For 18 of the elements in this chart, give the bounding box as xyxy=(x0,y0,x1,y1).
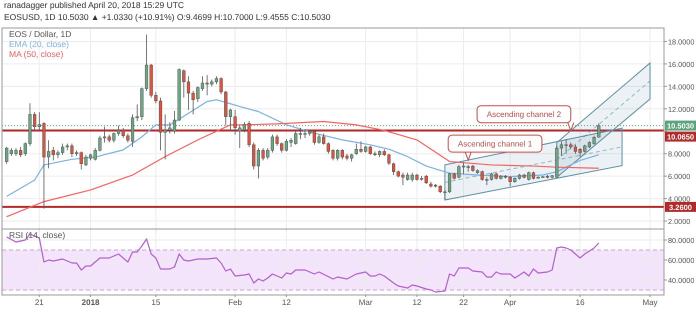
x-tick-label: 15 xyxy=(151,298,161,307)
chart-subtitle: EOSUSD, 1D 10.5030 ▲ +1.0330 (+10.91%) O:9.4699 H:10.7000 L:9.4555 C:10.5030 xyxy=(4,12,331,22)
x-tick-label: 12 xyxy=(412,298,422,307)
x-tick-label: Apr xyxy=(504,298,517,307)
x-tick-label: 2018 xyxy=(82,298,100,307)
annotation: Ascending channel 1 xyxy=(458,140,533,149)
x-tick-label: 22 xyxy=(459,298,469,307)
x-tick-label: 21 xyxy=(34,298,44,307)
x-tick-label: Mar xyxy=(358,298,373,307)
x-tick-label: Feb xyxy=(228,298,243,307)
chart-title: EOS / Dollar, 1D xyxy=(9,29,72,39)
x-tick-label: May xyxy=(642,298,658,307)
x-tick-label: 12 xyxy=(282,298,292,307)
text: ranadagger published April 20, 2018 15:29 UTC xyxy=(4,0,184,10)
text: EMA (20, close) xyxy=(9,39,70,49)
annotation: Ascending channel 2 xyxy=(486,110,562,120)
text: MA (50, close) xyxy=(9,49,64,59)
x-tick-label: 16 xyxy=(576,298,586,307)
